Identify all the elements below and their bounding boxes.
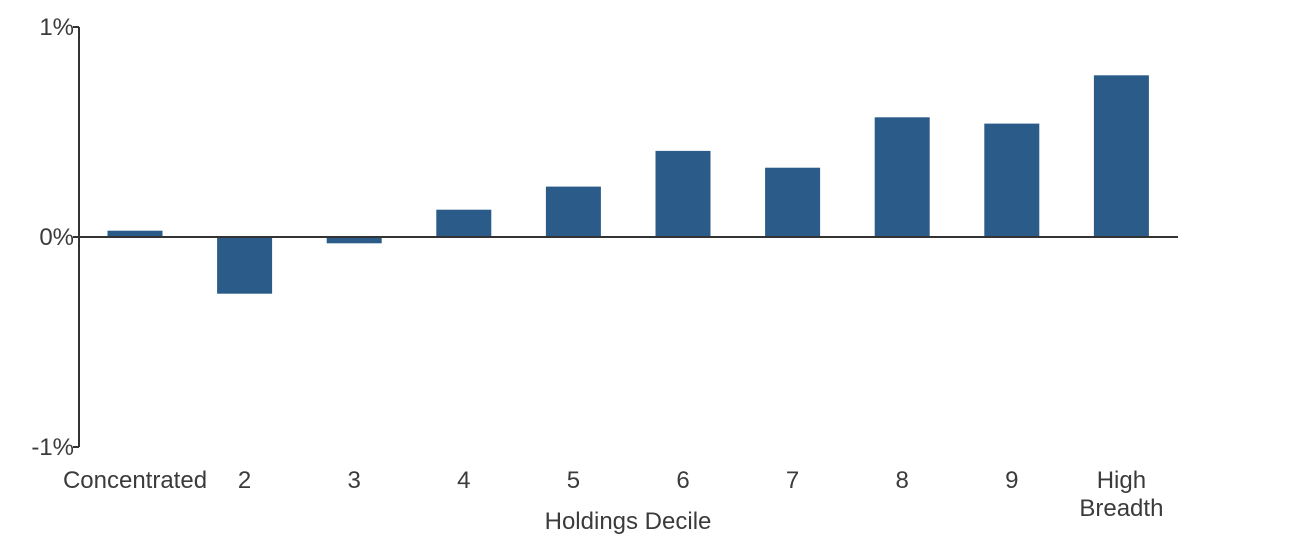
x-tick-label: 9: [1005, 467, 1018, 494]
y-ticks-layer: 1% 0% -1%: [31, 14, 79, 461]
x-tick-label: 2: [238, 467, 251, 494]
bar: [326, 237, 382, 244]
x-tick-label: 3: [348, 467, 361, 494]
x-tick-label: 6: [676, 467, 689, 494]
x-tick-label: 5: [567, 467, 580, 494]
x-tick-label: Concentrated: [63, 467, 207, 494]
x-tick-label-line: Breadth: [1079, 495, 1163, 522]
x-tick-label-line: 8: [896, 467, 909, 494]
x-tick-label: 4: [457, 467, 470, 494]
bar: [655, 150, 711, 237]
x-tick-label-line: 5: [567, 467, 580, 494]
x-tick-label: 7: [786, 467, 799, 494]
bars-layer: [107, 75, 1149, 294]
x-tick-label-line: 3: [348, 467, 361, 494]
x-tick-label: High Breadth: [1079, 467, 1163, 522]
bar: [107, 230, 163, 237]
x-tick-label-line: High: [1097, 467, 1146, 494]
y-tick-label: 0%: [39, 224, 74, 251]
bar: [436, 209, 492, 237]
x-tick-label: 8: [896, 467, 909, 494]
x-tick-label-line: 6: [676, 467, 689, 494]
x-tick-label-line: 4: [457, 467, 470, 494]
bar: [874, 117, 930, 237]
bar: [217, 237, 273, 294]
y-tick-label: -1%: [31, 434, 74, 461]
x-tick-label-line: 7: [786, 467, 799, 494]
bar: [1093, 75, 1149, 237]
bar: [765, 167, 821, 237]
x-axis-title: Holdings Decile: [545, 508, 712, 535]
bar: [984, 123, 1040, 237]
x-labels-layer: Concentrated 2 3 4 5 6 7 8 9 High Breadth: [63, 467, 1163, 522]
y-tick-label: 1%: [39, 14, 74, 41]
x-tick-label-line: 9: [1005, 467, 1018, 494]
x-tick-label-line: Concentrated: [63, 467, 207, 494]
x-tick-label-line: 2: [238, 467, 251, 494]
bar: [545, 186, 601, 237]
